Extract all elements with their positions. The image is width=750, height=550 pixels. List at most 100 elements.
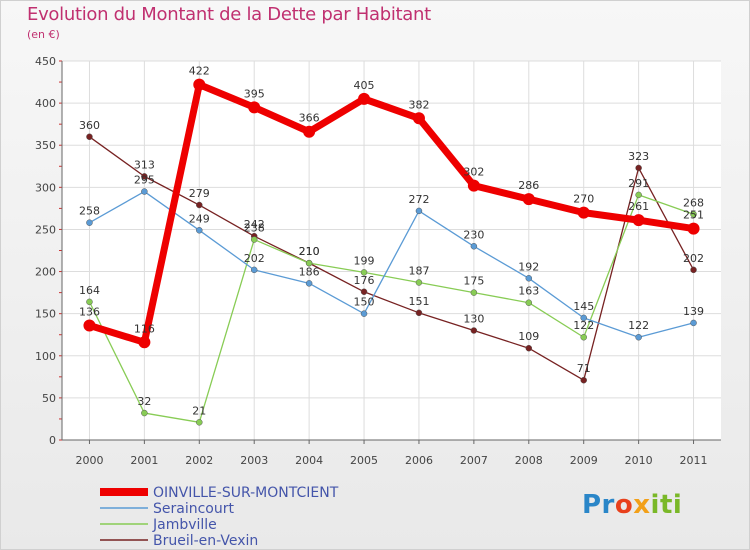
data-point xyxy=(248,101,261,114)
data-point xyxy=(141,173,148,180)
data-label: 258 xyxy=(79,205,100,218)
data-label: 136 xyxy=(79,305,100,318)
data-label: 272 xyxy=(408,193,429,206)
chart-title: Evolution du Montant de la Dette par Hab… xyxy=(27,4,431,25)
data-label: 270 xyxy=(573,193,594,206)
y-tick-label: 250 xyxy=(35,223,56,236)
data-label: 291 xyxy=(628,177,649,190)
series-line-brueil-en-vexin xyxy=(88,136,695,381)
chart-subtitle: (en €) xyxy=(27,28,60,41)
data-label: 130 xyxy=(463,313,484,326)
data-label: 251 xyxy=(683,209,704,222)
legend-label: Jambville xyxy=(152,517,217,533)
data-point xyxy=(635,191,642,199)
series-line-jambville xyxy=(88,194,695,423)
data-label: 242 xyxy=(244,218,265,231)
legend-label: OINVILLE-SUR-MONTCIENT xyxy=(153,485,339,501)
y-tick-label: 300 xyxy=(35,181,56,194)
y-tick-label: 200 xyxy=(35,266,56,279)
data-point xyxy=(303,125,316,138)
data-point xyxy=(83,319,96,332)
y-tick-label: 0 xyxy=(49,434,56,447)
data-point xyxy=(138,336,151,349)
data-label: 210 xyxy=(299,245,320,258)
data-label: 268 xyxy=(683,196,704,209)
data-label: 71 xyxy=(577,362,591,375)
data-point xyxy=(525,275,533,282)
data-label: 366 xyxy=(299,112,320,125)
data-point xyxy=(305,280,313,287)
data-label: 151 xyxy=(408,295,429,308)
data-point xyxy=(580,333,587,341)
data-label: 175 xyxy=(463,275,484,288)
data-label: 395 xyxy=(244,87,265,100)
data-label: 261 xyxy=(628,200,649,213)
data-label: 163 xyxy=(518,285,539,298)
data-label: 150 xyxy=(354,296,375,309)
data-point xyxy=(360,269,368,276)
data-label: 122 xyxy=(628,319,649,332)
data-label: 122 xyxy=(573,319,594,332)
data-point xyxy=(415,207,423,215)
x-tick-label: 2010 xyxy=(625,454,653,467)
data-point xyxy=(525,344,533,352)
x-tick-label: 2006 xyxy=(405,454,433,467)
data-point xyxy=(250,236,258,243)
data-point xyxy=(412,112,425,125)
x-tick-label: 2004 xyxy=(295,454,323,467)
data-label: 422 xyxy=(189,65,210,78)
data-point xyxy=(690,211,697,218)
data-label: 21 xyxy=(192,404,206,417)
data-label: 176 xyxy=(354,274,375,287)
data-label: 192 xyxy=(518,260,539,273)
data-point xyxy=(632,214,645,227)
x-tick-label: 2002 xyxy=(185,454,213,467)
data-label: 109 xyxy=(518,330,539,343)
data-label: 249 xyxy=(189,212,210,225)
data-point xyxy=(196,201,203,209)
data-point xyxy=(415,279,423,286)
data-point xyxy=(470,243,478,250)
x-tick-label: 2003 xyxy=(240,454,268,467)
series-line-oinville-sur-montcient xyxy=(85,81,698,346)
x-tick-label: 2007 xyxy=(460,454,488,467)
data-point xyxy=(250,266,258,274)
data-label: 360 xyxy=(79,119,100,132)
data-label: 139 xyxy=(683,305,704,318)
y-tick-label: 100 xyxy=(35,350,56,363)
data-point xyxy=(580,376,587,384)
data-label: 382 xyxy=(408,98,429,111)
data-label: 186 xyxy=(299,265,320,278)
data-label: 279 xyxy=(189,187,210,200)
x-tick-label: 2009 xyxy=(570,454,598,467)
data-point xyxy=(470,327,478,334)
data-label: 210 xyxy=(299,245,320,258)
data-point xyxy=(525,299,533,306)
legend-label: Seraincourt xyxy=(153,501,234,517)
y-tick-label: 150 xyxy=(35,308,56,321)
data-label: 295 xyxy=(134,174,155,187)
data-point xyxy=(196,227,203,234)
data-point xyxy=(196,419,203,426)
x-tick-label: 2000 xyxy=(75,454,103,467)
data-point xyxy=(86,133,93,141)
x-tick-label: 2011 xyxy=(680,454,708,467)
plot-area xyxy=(62,61,721,440)
data-point xyxy=(580,314,587,322)
data-label: 323 xyxy=(628,150,649,163)
y-tick-label: 350 xyxy=(35,139,56,152)
data-label: 202 xyxy=(244,252,265,265)
x-tick-label: 2008 xyxy=(515,454,543,467)
x-tick-label: 2001 xyxy=(130,454,158,467)
data-label: 313 xyxy=(134,158,155,171)
y-tick-label: 400 xyxy=(35,97,56,110)
data-point xyxy=(635,164,642,172)
data-label: 199 xyxy=(354,254,375,267)
data-point xyxy=(467,179,480,192)
data-label: 302 xyxy=(463,166,484,179)
data-label: 230 xyxy=(463,228,484,241)
y-tick-label: 450 xyxy=(35,55,56,68)
data-point xyxy=(690,266,697,274)
data-label: 164 xyxy=(79,284,100,297)
